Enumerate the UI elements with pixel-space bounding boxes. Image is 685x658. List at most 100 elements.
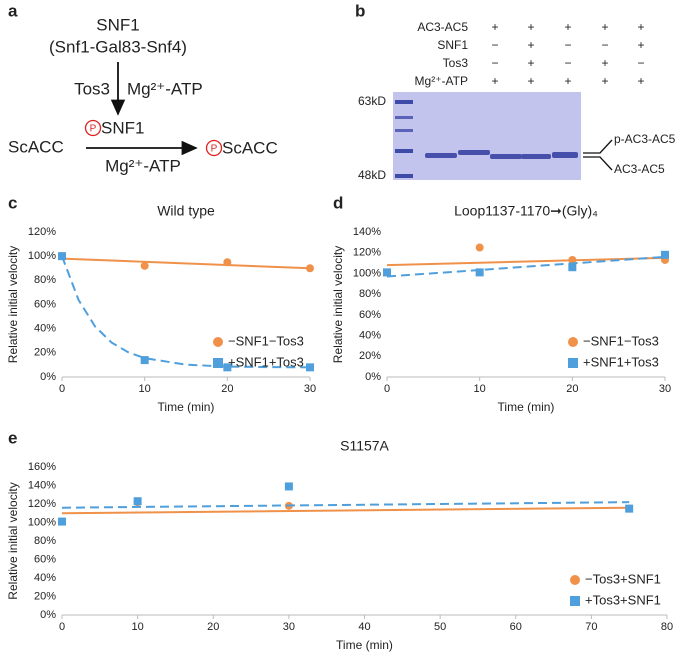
y-tick-label: 120%	[28, 226, 56, 238]
sign: +	[491, 74, 498, 88]
y-tick-label: 60%	[34, 298, 56, 310]
legend-marker	[213, 358, 223, 368]
y-tick-label: 20%	[34, 590, 56, 602]
y-tick-label: 80%	[34, 535, 56, 547]
sign: +	[527, 74, 534, 88]
legend-marker	[568, 358, 578, 368]
y-tick-label: 0%	[40, 609, 56, 621]
sign: +	[637, 74, 644, 88]
panel-label: c	[8, 193, 17, 212]
point	[306, 363, 314, 372]
x-tick-label: 0	[59, 383, 65, 395]
sign: −	[491, 56, 498, 70]
point	[140, 261, 149, 270]
panel-label: b	[355, 1, 365, 20]
ladder-band	[395, 174, 413, 178]
sign: +	[564, 74, 571, 88]
sign: +	[491, 20, 498, 34]
y-axis-label: Relative initial velocity	[6, 246, 20, 363]
cofactor: Mg²⁺-ATP	[105, 156, 181, 175]
chart: c Wild type Time (min) Relative initial vel…	[6, 193, 316, 414]
x-tick-label: 20	[566, 383, 578, 395]
point	[383, 268, 391, 277]
chart-title: Loop1137-1170➞(Gly)₄	[454, 203, 598, 219]
x-tick-label: 40	[358, 621, 370, 633]
trend-line	[61, 506, 630, 515]
chart: e S1157A Time (min) Relative initial veloci…	[6, 428, 673, 652]
x-axis-label: Time (min)	[336, 638, 393, 652]
x-axis-label: Time (min)	[158, 400, 215, 414]
chart: d Loop1137-1170➞(Gly)₄ Time (min) Relative …	[331, 193, 671, 414]
phospho-circle	[84, 119, 102, 137]
x-tick-label: 80	[661, 621, 673, 633]
x-tick-label: 20	[221, 383, 233, 395]
row-label: Tos3	[443, 56, 469, 70]
ladder-band	[395, 149, 413, 153]
legend-label: −Tos3+SNF1	[585, 571, 661, 586]
band	[458, 150, 490, 155]
x-tick-label: 0	[384, 383, 390, 395]
product: ScACC	[222, 138, 278, 157]
marker-label: 48kD	[358, 168, 386, 182]
sign: −	[491, 38, 498, 52]
y-tick-label: 20%	[34, 347, 56, 359]
point	[661, 250, 669, 259]
sign: +	[637, 38, 644, 52]
sign: +	[601, 20, 608, 34]
point	[58, 517, 66, 526]
sign: +	[601, 74, 608, 88]
trend-line	[386, 255, 666, 278]
y-tick-label: 0%	[40, 371, 56, 383]
phospho-circle	[205, 139, 223, 157]
panel-a: a SNF1 (Snf1-Gal83-Snf4) Tos3 Mg²⁺-ATP P…	[8, 1, 278, 175]
y-tick-label: 80%	[359, 288, 381, 300]
x-tick-label: 70	[585, 621, 597, 633]
panel-label: a	[8, 1, 18, 20]
band	[425, 153, 457, 158]
legend-label: +SNF1+Tos3	[228, 354, 304, 369]
sign: +	[601, 56, 608, 70]
x-tick-label: 30	[283, 621, 295, 633]
point	[475, 268, 484, 277]
ladder-band	[395, 100, 413, 104]
legend-label: −SNF1−Tos3	[228, 333, 304, 348]
trend-line	[61, 255, 311, 369]
sign: +	[527, 20, 534, 34]
cofactor: Mg²⁺-ATP	[127, 79, 203, 98]
y-tick-label: 40%	[359, 329, 381, 341]
y-axis-label: Relative initial velocity	[331, 246, 345, 363]
row-label: SNF1	[437, 38, 468, 52]
band-label: p-AC3-AC5	[614, 132, 676, 146]
legend-label: +Tos3+SNF1	[585, 592, 661, 607]
pointer	[583, 139, 613, 154]
row-label: Mg²⁺-ATP	[415, 74, 468, 88]
point	[306, 264, 314, 273]
trend-line	[61, 257, 311, 270]
x-tick-label: 10	[132, 621, 144, 633]
point	[223, 363, 232, 372]
legend-marker	[570, 596, 580, 606]
x-tick-label: 30	[304, 383, 316, 395]
ladder-band	[395, 116, 413, 119]
band-label: AC3-AC5	[614, 162, 665, 176]
legend-marker	[570, 575, 580, 585]
sign: −	[637, 56, 644, 70]
band	[490, 154, 522, 159]
y-tick-label: 60%	[359, 309, 381, 321]
phospho: P	[211, 144, 218, 155]
point	[133, 497, 142, 506]
x-tick-label: 0	[59, 621, 65, 633]
y-axis-label: Relative initial velocity	[6, 482, 20, 599]
point	[568, 263, 577, 272]
row-label: AC3-AC5	[417, 20, 468, 34]
panel-b: b 63kD 48kD p-AC3-AC5 AC3-AC5 AC3-AC5 + + +…	[355, 1, 676, 182]
point	[475, 243, 484, 252]
chart-title: S1157A	[340, 438, 389, 454]
sign: −	[564, 56, 571, 70]
x-tick-label: 20	[207, 621, 219, 633]
band	[521, 154, 551, 159]
ladder-band	[395, 129, 413, 132]
point	[223, 258, 232, 267]
chart-title: Wild type	[157, 203, 215, 219]
